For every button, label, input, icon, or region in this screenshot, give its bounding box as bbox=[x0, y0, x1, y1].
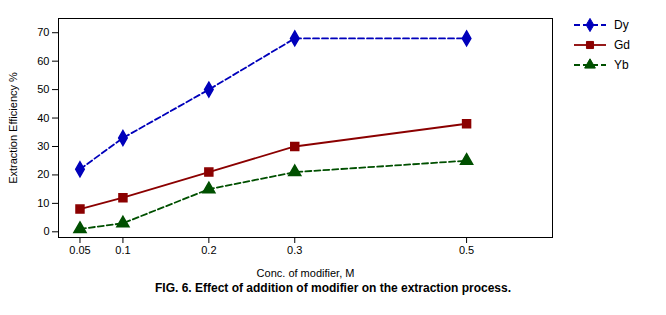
svg-text:0.05: 0.05 bbox=[69, 244, 90, 256]
html-text:FIG. 6. Effect of addition of: FIG. 6. Effect of addition of modifier o… bbox=[155, 281, 511, 295]
svg-text:0: 0 bbox=[43, 225, 49, 237]
svg-text:30: 30 bbox=[37, 140, 49, 152]
html-text:Gd: Gd bbox=[614, 38, 630, 52]
svg-text:0.2: 0.2 bbox=[201, 244, 216, 256]
svg-text:0.1: 0.1 bbox=[115, 244, 130, 256]
svg-text:0.5: 0.5 bbox=[459, 244, 474, 256]
svg-text:0.3: 0.3 bbox=[287, 244, 302, 256]
svg-text:70: 70 bbox=[37, 26, 49, 38]
svg-text:60: 60 bbox=[37, 55, 49, 67]
svg-text:20: 20 bbox=[37, 168, 49, 180]
svg-text:Extraction Efficiency %: Extraction Efficiency % bbox=[7, 72, 19, 184]
html-text:Yb: Yb bbox=[614, 58, 629, 72]
svg-text:50: 50 bbox=[37, 83, 49, 95]
svg-text:10: 10 bbox=[37, 197, 49, 209]
html-text:Dy: Dy bbox=[614, 18, 629, 32]
svg-text:Conc. of modifier, M: Conc. of modifier, M bbox=[257, 267, 355, 279]
svg-text:40: 40 bbox=[37, 112, 49, 124]
